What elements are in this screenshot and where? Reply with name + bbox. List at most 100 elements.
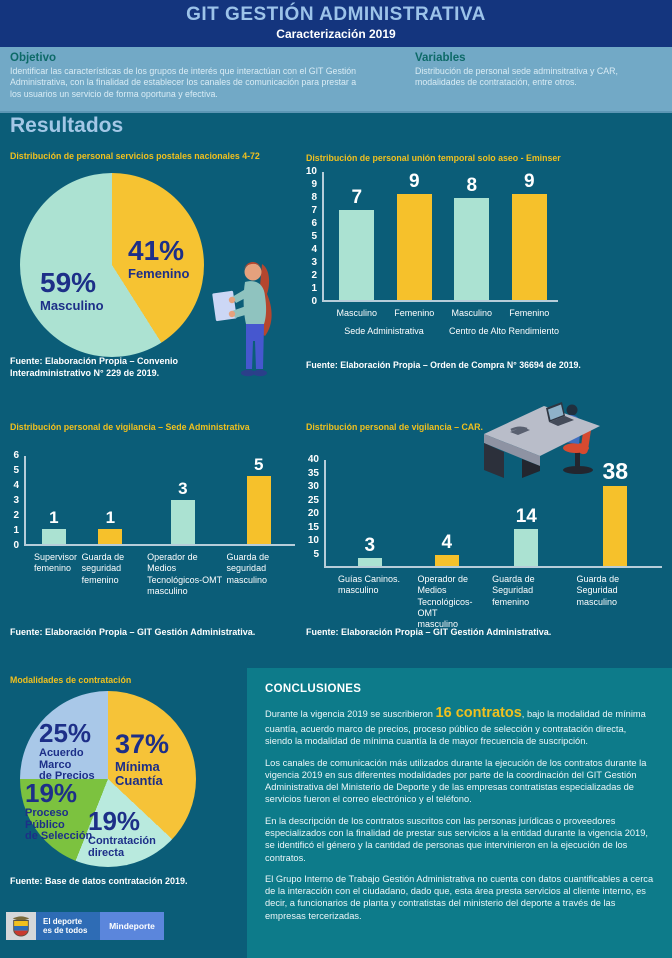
- bar-column: 38 Guarda de Seguridad masculino: [569, 458, 662, 607]
- coat-of-arms-icon: [12, 916, 30, 937]
- bar-chart-eminser: 0 1 2 3 4 5 6 7 8 9 10 7 Masculino 9 Femenino 8 Masculi…: [306, 166, 559, 318]
- bar-category-label: Guarda de Seguridad masculino: [576, 574, 620, 607]
- bar-value-label: 7: [351, 187, 363, 209]
- variables-heading: Variables: [415, 52, 466, 64]
- bar: [98, 529, 123, 544]
- chart-title: Distribución de personal servicios posta…: [10, 151, 260, 161]
- bar-value-label: 38: [602, 458, 629, 484]
- bar-category-label: Guías Caninos. masculino: [338, 574, 401, 596]
- pie-slice-label-acuerdo-marco: 25% Acuerdo Marco de Precios: [39, 718, 95, 783]
- plot-area: 7 Masculino 9 Femenino 8 Masculino 9 Femenino: [322, 171, 559, 318]
- y-tick-label: 6: [311, 218, 317, 229]
- conclusions-paragraph-2: Los canales de comunicación más utilizad…: [265, 757, 647, 805]
- pie-slice-label-femenino: 41% Femenino: [128, 235, 190, 281]
- y-tick-label: 35: [307, 467, 319, 479]
- plot-area: 1 Supervisor femenino 1 Guarda de seguridad…: [24, 456, 295, 596]
- y-tick-label: 30: [307, 481, 319, 492]
- y-tick-label: 1: [13, 525, 19, 537]
- y-tick-label: 10: [305, 166, 317, 177]
- bar-category-label: Femenino: [509, 308, 550, 318]
- pie-chart-postales-block: Distribución de personal servicios posta…: [10, 151, 310, 387]
- bar-category-label: Guarda de Seguridad femenino: [492, 574, 535, 607]
- y-tick-label: 6: [13, 450, 19, 461]
- bar: [170, 500, 195, 544]
- bar-value-label: 3: [178, 479, 188, 498]
- y-tick-label: 9: [311, 179, 317, 190]
- bar-category-label: Supervisor femenino: [34, 552, 78, 574]
- bar-category-label: Masculino: [336, 308, 378, 318]
- bar-category-label: Operador de Medios Tecnológicos-OMT masc…: [417, 574, 473, 629]
- y-tick-label: 10: [307, 535, 319, 546]
- y-axis: 0 1 2 3 4 5 6: [10, 450, 24, 551]
- y-axis: 5 10 15 20 25 30 35 40: [306, 454, 324, 568]
- mindeporte-logo: Mindeporte: [100, 912, 164, 940]
- y-tick-label: 3: [311, 257, 317, 268]
- header: GIT GESTIÓN ADMINISTRATIVA Caracterizaci…: [0, 0, 672, 47]
- pie-chart-modalidades: [20, 691, 196, 867]
- bar: [246, 476, 271, 544]
- objetivo-heading: Objetivo: [10, 52, 57, 64]
- conclusions-heading: CONCLUSIONES: [265, 683, 362, 695]
- bar-column: 9 Femenino: [501, 171, 559, 318]
- y-tick-label: 4: [13, 480, 19, 492]
- variables-text: Distribución de personal sede adminsitra…: [415, 66, 618, 88]
- y-tick-label: 40: [307, 454, 319, 465]
- woman-illustration: [212, 262, 272, 377]
- chart-title: Modalidades de contratación: [10, 675, 132, 685]
- bar-value-label: 8: [466, 174, 478, 196]
- bar-value-label: 9: [523, 171, 535, 192]
- y-tick-label: 2: [13, 510, 19, 522]
- bar-column: 3 Operador de Medios Tecnológicos-OMT mas…: [143, 456, 222, 596]
- footer-logos: El deporte es de todos Mindeporte: [6, 912, 164, 940]
- bar: [41, 529, 66, 544]
- bar-category-label: Femenino: [394, 308, 435, 318]
- chart-source: Fuente: Elaboración Propia – GIT Gestión…: [10, 627, 256, 637]
- bar: [454, 197, 490, 300]
- bar-column: 5 Guarda de seguridad masculino: [223, 456, 295, 585]
- bar-category-label: Guarda de seguridad femenino: [81, 552, 125, 585]
- bar-chart-vigilancia-car: 5 10 15 20 25 30 35 40 3 Guías Caninos. masculin…: [306, 454, 662, 629]
- chart-source: Fuente: Base de datos contratación 2019.: [10, 876, 188, 886]
- bar-value-label: 1: [49, 508, 59, 528]
- y-tick-label: 0: [13, 540, 19, 551]
- y-tick-label: 5: [313, 548, 319, 560]
- pie-slice-label-masculino: 59% Masculino: [40, 267, 104, 313]
- bar-category-label: Masculino: [451, 308, 493, 318]
- bar-value-label: 3: [364, 535, 376, 557]
- conclusions-paragraph-1: Durante la vigencia 2019 se suscribieron…: [265, 705, 646, 747]
- bar-column: 4 Operador de Medios Tecnológicos-OMT mas…: [410, 460, 485, 629]
- chart-title: Distribución de personal unión temporal …: [306, 153, 561, 163]
- y-tick-label: 5: [13, 465, 19, 476]
- bar-value-label: 4: [441, 532, 453, 554]
- y-tick-label: 3: [13, 495, 19, 506]
- colombia-coat-of-arms-logo: [6, 912, 36, 940]
- bar: [603, 486, 628, 566]
- bar-category-label: Operador de Medios Tecnológicos-OMT masc…: [147, 552, 223, 596]
- bar-column: 1 Guarda de seguridad femenino: [78, 456, 144, 584]
- results-heading: Resultados: [10, 114, 124, 137]
- el-deporte-es-de-todos-logo: El deporte es de todos: [36, 912, 100, 940]
- y-tick-label: 8: [311, 192, 317, 203]
- y-tick-label: 4: [311, 244, 317, 255]
- objetivo-text: Identificar las características de los g…: [10, 66, 357, 99]
- pie-slice-label-proceso-publico: 19% Proceso Público de Selección: [25, 778, 93, 843]
- bar-column: 3 Guías Caninos. masculino: [330, 460, 410, 595]
- y-tick-label: 2: [311, 270, 317, 281]
- contracts-count-highlight: 16 contratos: [435, 705, 522, 721]
- bar: [434, 555, 459, 566]
- bar-value-label: 9: [408, 171, 420, 192]
- y-tick-label: 15: [307, 521, 319, 533]
- y-tick-label: 1: [311, 283, 317, 294]
- page-title: GIT GESTIÓN ADMINISTRATIVA: [186, 4, 486, 25]
- bar-column: 8 Masculino: [443, 172, 501, 318]
- y-tick-label: 5: [311, 231, 317, 242]
- conclusions-panel: CONCLUSIONES Durante la vigencia 2019 se…: [247, 668, 672, 958]
- bar: [396, 194, 432, 300]
- bar-chart-vigilancia-car-block: Distribución personal de vigilancia – CA…: [306, 422, 666, 637]
- y-axis: 0 1 2 3 4 5 6 7 8 9 10: [306, 166, 322, 307]
- pie-chart-postales: [20, 173, 204, 357]
- bar-chart-eminser-block: Distribución de personal unión temporal …: [306, 153, 666, 389]
- bar-column: 7 Masculino: [328, 172, 386, 318]
- y-tick-label: 7: [311, 205, 317, 216]
- bar-column: 14 Guarda de Seguridad femenino: [484, 460, 568, 607]
